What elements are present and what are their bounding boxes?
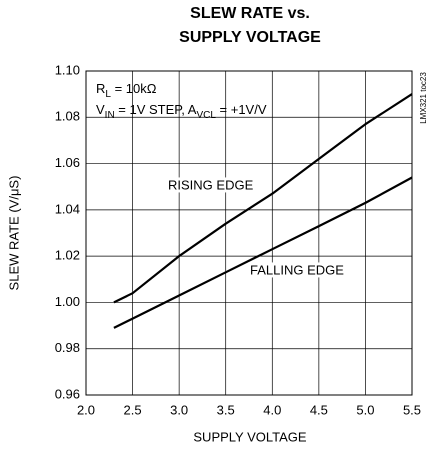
x-tick-label: 5.5 <box>403 402 421 417</box>
annotation-part: = 1V STEP, A <box>115 102 197 117</box>
annotation-part: R <box>96 81 105 96</box>
annotation-part: = +1V/V <box>216 102 267 117</box>
plot-frame <box>85 70 413 396</box>
chart-title: SLEW RATE vs. <box>190 5 310 22</box>
x-tick-label: 3.5 <box>217 402 235 417</box>
x-tick-label: 2.5 <box>124 402 142 417</box>
y-tick-label: 1.00 <box>55 294 80 309</box>
y-axis-title: SLEW RATE (V/μS) <box>6 176 21 291</box>
series-label: FALLING EDGE <box>250 262 344 277</box>
x-axis-title: SUPPLY VOLTAGE <box>193 429 307 444</box>
x-tick-label: 2.0 <box>77 402 95 417</box>
annotation-part: = 10kΩ <box>111 81 157 96</box>
label-bg <box>248 262 347 278</box>
x-tick-label: 4.5 <box>310 402 328 417</box>
y-tick-label: 1.04 <box>55 201 80 216</box>
annotation-part: V <box>96 102 105 117</box>
x-tick-label: 5.0 <box>356 402 374 417</box>
y-tick-label: 1.02 <box>55 248 80 263</box>
annotation-part: VCL <box>196 110 216 121</box>
y-tick-label: 0.98 <box>55 340 80 355</box>
data-line <box>113 93 413 304</box>
y-tick-label: 0.96 <box>55 386 80 401</box>
y-tick-label: 1.08 <box>55 109 80 124</box>
annotation: VIN = 1V STEP, AVCL = +1V/V <box>96 102 267 120</box>
annotation: RL = 10kΩ <box>96 81 157 99</box>
side-label: LMX321 toc23 <box>419 72 428 124</box>
annotation-part: IN <box>105 110 115 121</box>
label-bg <box>166 177 256 193</box>
series-label: RISING EDGE <box>168 177 254 192</box>
x-tick-label: 4.0 <box>263 402 281 417</box>
x-tick-label: 3.0 <box>170 402 188 417</box>
y-tick-label: 1.10 <box>55 62 80 77</box>
annotation-part: L <box>105 89 111 100</box>
chart-title: SUPPLY VOLTAGE <box>179 29 321 46</box>
data-line <box>113 176 413 329</box>
y-tick-label: 1.06 <box>55 155 80 170</box>
